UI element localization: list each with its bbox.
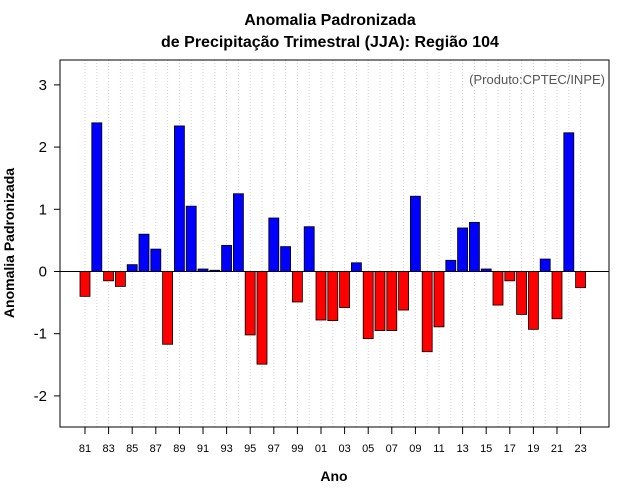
bar-2010 (421, 271, 433, 353)
y-axis-title: Anomalia Padronizada (1, 168, 17, 318)
x-tick-label: 07 (386, 443, 398, 455)
x-tick-label: 97 (268, 443, 280, 455)
bar-1987 (150, 248, 162, 272)
bar-1995 (244, 271, 256, 336)
bar-2012 (445, 259, 457, 272)
bar-1989 (173, 125, 185, 272)
bar-1986 (138, 233, 150, 272)
y-tick-label: 2 (39, 139, 47, 156)
bar-2006 (374, 271, 386, 331)
bar-2013 (457, 227, 469, 272)
bar-2004 (350, 262, 362, 272)
bar-2003 (339, 271, 351, 308)
x-tick-label: 89 (173, 443, 185, 455)
grid-lines (84, 60, 582, 427)
bar-2019 (528, 271, 539, 330)
bar-1997 (268, 217, 280, 272)
y-tick-label: -2 (34, 388, 47, 405)
bar-2008 (398, 271, 410, 311)
x-tick-label: 03 (338, 443, 350, 455)
bar-2021 (551, 271, 563, 320)
bar-2001 (315, 271, 327, 321)
bar-1985 (126, 264, 138, 272)
bar-1988 (162, 271, 174, 345)
x-axis-title: Ano (320, 468, 347, 484)
x-tick-label: 13 (456, 443, 468, 455)
bar-2017 (504, 271, 516, 282)
x-tick-label: 95 (244, 443, 256, 455)
x-tick-label: 01 (315, 443, 327, 455)
bar-2011 (433, 271, 445, 328)
x-tick-label: 05 (362, 443, 374, 455)
bar-2002 (327, 271, 339, 322)
y-tick-label: 1 (39, 201, 47, 218)
bar-1981 (79, 271, 91, 297)
bar-2007 (386, 271, 398, 331)
x-tick-label: 87 (150, 443, 162, 455)
bar-2009 (409, 195, 421, 272)
bar-1998 (280, 246, 292, 272)
bar-1983 (103, 271, 114, 282)
x-tick-label: 21 (551, 443, 563, 455)
chart-title: Anomalia Padronizada (244, 12, 416, 29)
x-tick-label: 81 (79, 443, 91, 455)
bar-1996 (256, 271, 268, 365)
x-tick-label: 83 (102, 443, 114, 455)
x-tick-label: 19 (527, 443, 539, 455)
bar-2018 (516, 271, 527, 315)
bar-2022 (563, 132, 575, 272)
bar-1984 (115, 271, 126, 287)
bar-2014 (468, 221, 480, 272)
chart-subtitle: de Precipitação Trimestral (JJA): Região… (161, 34, 499, 51)
x-tick-label: 17 (504, 443, 516, 455)
x-tick-label: 09 (409, 443, 421, 455)
x-tick-label: 11 (433, 443, 444, 455)
bar-1990 (185, 205, 197, 272)
bar-2020 (539, 258, 551, 272)
x-tick-label: 23 (574, 443, 586, 455)
bar-2016 (492, 271, 504, 306)
credit-label: (Produto:CPTEC/INPE) (469, 72, 605, 87)
bar-2023 (575, 271, 586, 289)
y-tick-label: 0 (39, 263, 47, 280)
y-tick-label: -1 (34, 326, 47, 343)
bar-1982 (91, 122, 103, 272)
y-axis: -2 -1 0 1 2 3 (34, 77, 60, 405)
x-axis: 81 83 85 87 89 91 93 95 97 99 01 03 05 07 09 11 13 15 17 19… (79, 427, 587, 455)
bar-1993 (221, 244, 233, 272)
plot-frame (59, 59, 610, 428)
bar-2000 (303, 226, 315, 272)
x-tick-label: 99 (291, 443, 303, 455)
x-tick-label: 91 (197, 443, 209, 455)
x-tick-label: 15 (480, 443, 492, 455)
bar-2005 (362, 271, 374, 340)
x-tick-label: 93 (220, 443, 232, 455)
x-tick-label: 85 (126, 443, 138, 455)
y-tick-label: 3 (39, 77, 47, 94)
bar-1999 (291, 271, 303, 303)
bars (79, 122, 586, 365)
bar-1994 (232, 193, 244, 272)
